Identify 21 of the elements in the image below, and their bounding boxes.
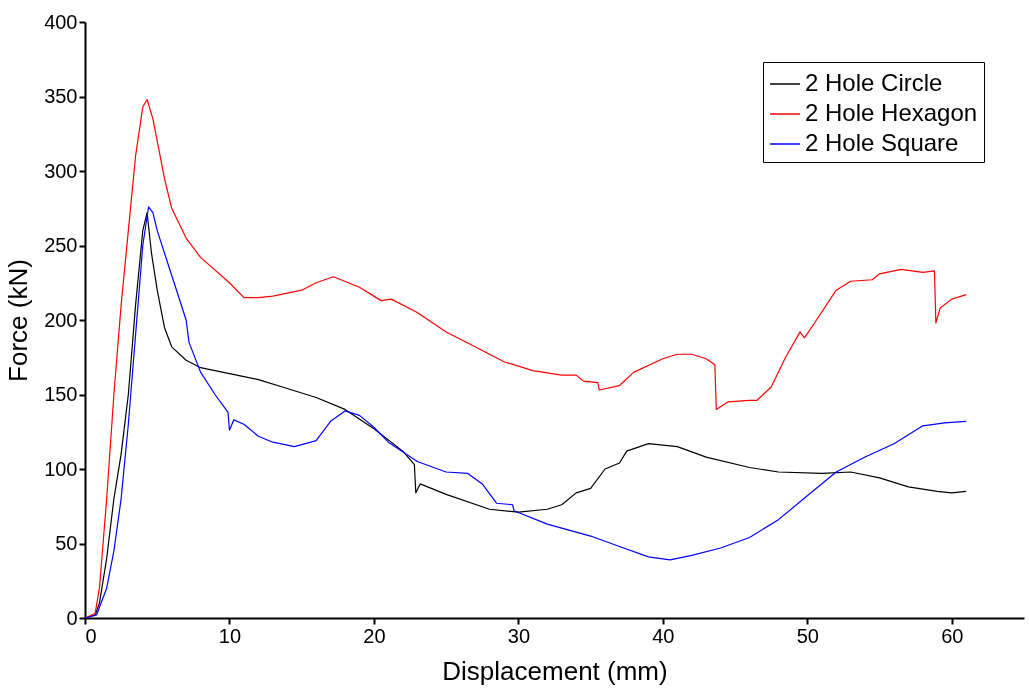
x-tick-label: 0 xyxy=(85,624,97,647)
x-tick-label: 10 xyxy=(218,624,242,647)
x-tick-label: 60 xyxy=(941,624,964,647)
x-tick-label: 50 xyxy=(796,624,819,647)
y-tick-label: 150 xyxy=(44,383,78,405)
x-tick-label: 30 xyxy=(507,624,531,647)
y-tick-label: 200 xyxy=(44,308,78,331)
y-tick-label: 50 xyxy=(55,532,78,554)
x-axis-title: Displacement (mm) xyxy=(442,655,668,686)
y-axis-title: Force (kN) xyxy=(3,259,34,382)
legend-label: 2 Hole Square xyxy=(805,129,959,156)
x-tick-label: 20 xyxy=(363,624,386,647)
y-tick-label: 350 xyxy=(44,85,78,107)
legend-label: 2 Hole Hexagon xyxy=(805,99,978,126)
y-tick-label: 250 xyxy=(44,234,78,256)
y-tick-label: 300 xyxy=(44,159,78,182)
y-tick-label: 400 xyxy=(44,10,78,33)
y-tick-label: 100 xyxy=(44,457,78,480)
y-tick-label: 0 xyxy=(66,606,78,629)
x-tick-label: 40 xyxy=(652,624,675,647)
legend-label: 2 Hole Circle xyxy=(805,69,943,96)
